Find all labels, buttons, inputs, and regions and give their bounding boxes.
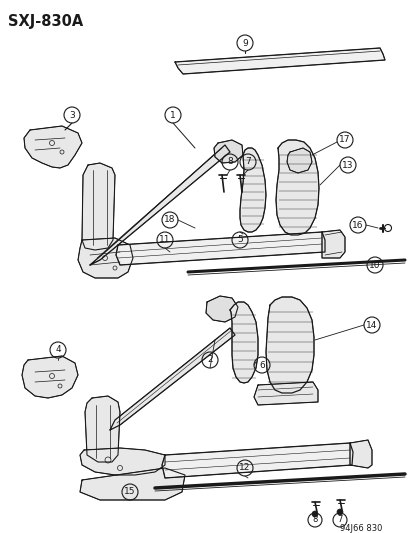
Text: 8: 8 [227, 157, 233, 166]
Polygon shape [240, 148, 266, 232]
Text: 3: 3 [69, 110, 75, 119]
Text: SXJ-830A: SXJ-830A [8, 14, 83, 29]
Text: 14: 14 [366, 320, 378, 329]
Polygon shape [90, 145, 230, 265]
Polygon shape [162, 443, 353, 478]
Text: 18: 18 [164, 215, 176, 224]
Polygon shape [80, 468, 185, 500]
Polygon shape [116, 232, 325, 265]
Polygon shape [80, 448, 165, 475]
Polygon shape [350, 440, 372, 468]
Polygon shape [230, 302, 258, 383]
Text: 15: 15 [124, 488, 136, 497]
Polygon shape [254, 382, 318, 405]
Text: 2: 2 [207, 356, 213, 365]
Polygon shape [22, 356, 78, 398]
Polygon shape [24, 126, 82, 168]
Polygon shape [206, 296, 238, 322]
Text: 11: 11 [159, 236, 171, 245]
Circle shape [337, 509, 343, 515]
Polygon shape [266, 297, 314, 393]
Text: 6: 6 [259, 360, 265, 369]
Polygon shape [175, 48, 385, 74]
Text: 94J66 830: 94J66 830 [340, 524, 382, 533]
Polygon shape [322, 230, 345, 258]
Text: 8: 8 [312, 515, 318, 524]
Text: 1: 1 [170, 110, 176, 119]
Text: 7: 7 [245, 157, 251, 166]
Text: 7: 7 [337, 515, 343, 524]
Polygon shape [214, 140, 243, 163]
Text: 13: 13 [342, 160, 354, 169]
Text: 9: 9 [242, 38, 248, 47]
Text: 10: 10 [369, 261, 381, 270]
Text: 12: 12 [239, 464, 251, 472]
Text: 16: 16 [352, 221, 364, 230]
Polygon shape [276, 140, 319, 235]
Polygon shape [85, 396, 120, 462]
Text: 17: 17 [339, 135, 351, 144]
Polygon shape [110, 328, 235, 430]
Polygon shape [78, 238, 133, 278]
Polygon shape [82, 163, 115, 250]
Circle shape [312, 511, 318, 517]
Text: 5: 5 [237, 236, 243, 245]
Polygon shape [287, 148, 312, 173]
Text: 4: 4 [55, 345, 61, 354]
